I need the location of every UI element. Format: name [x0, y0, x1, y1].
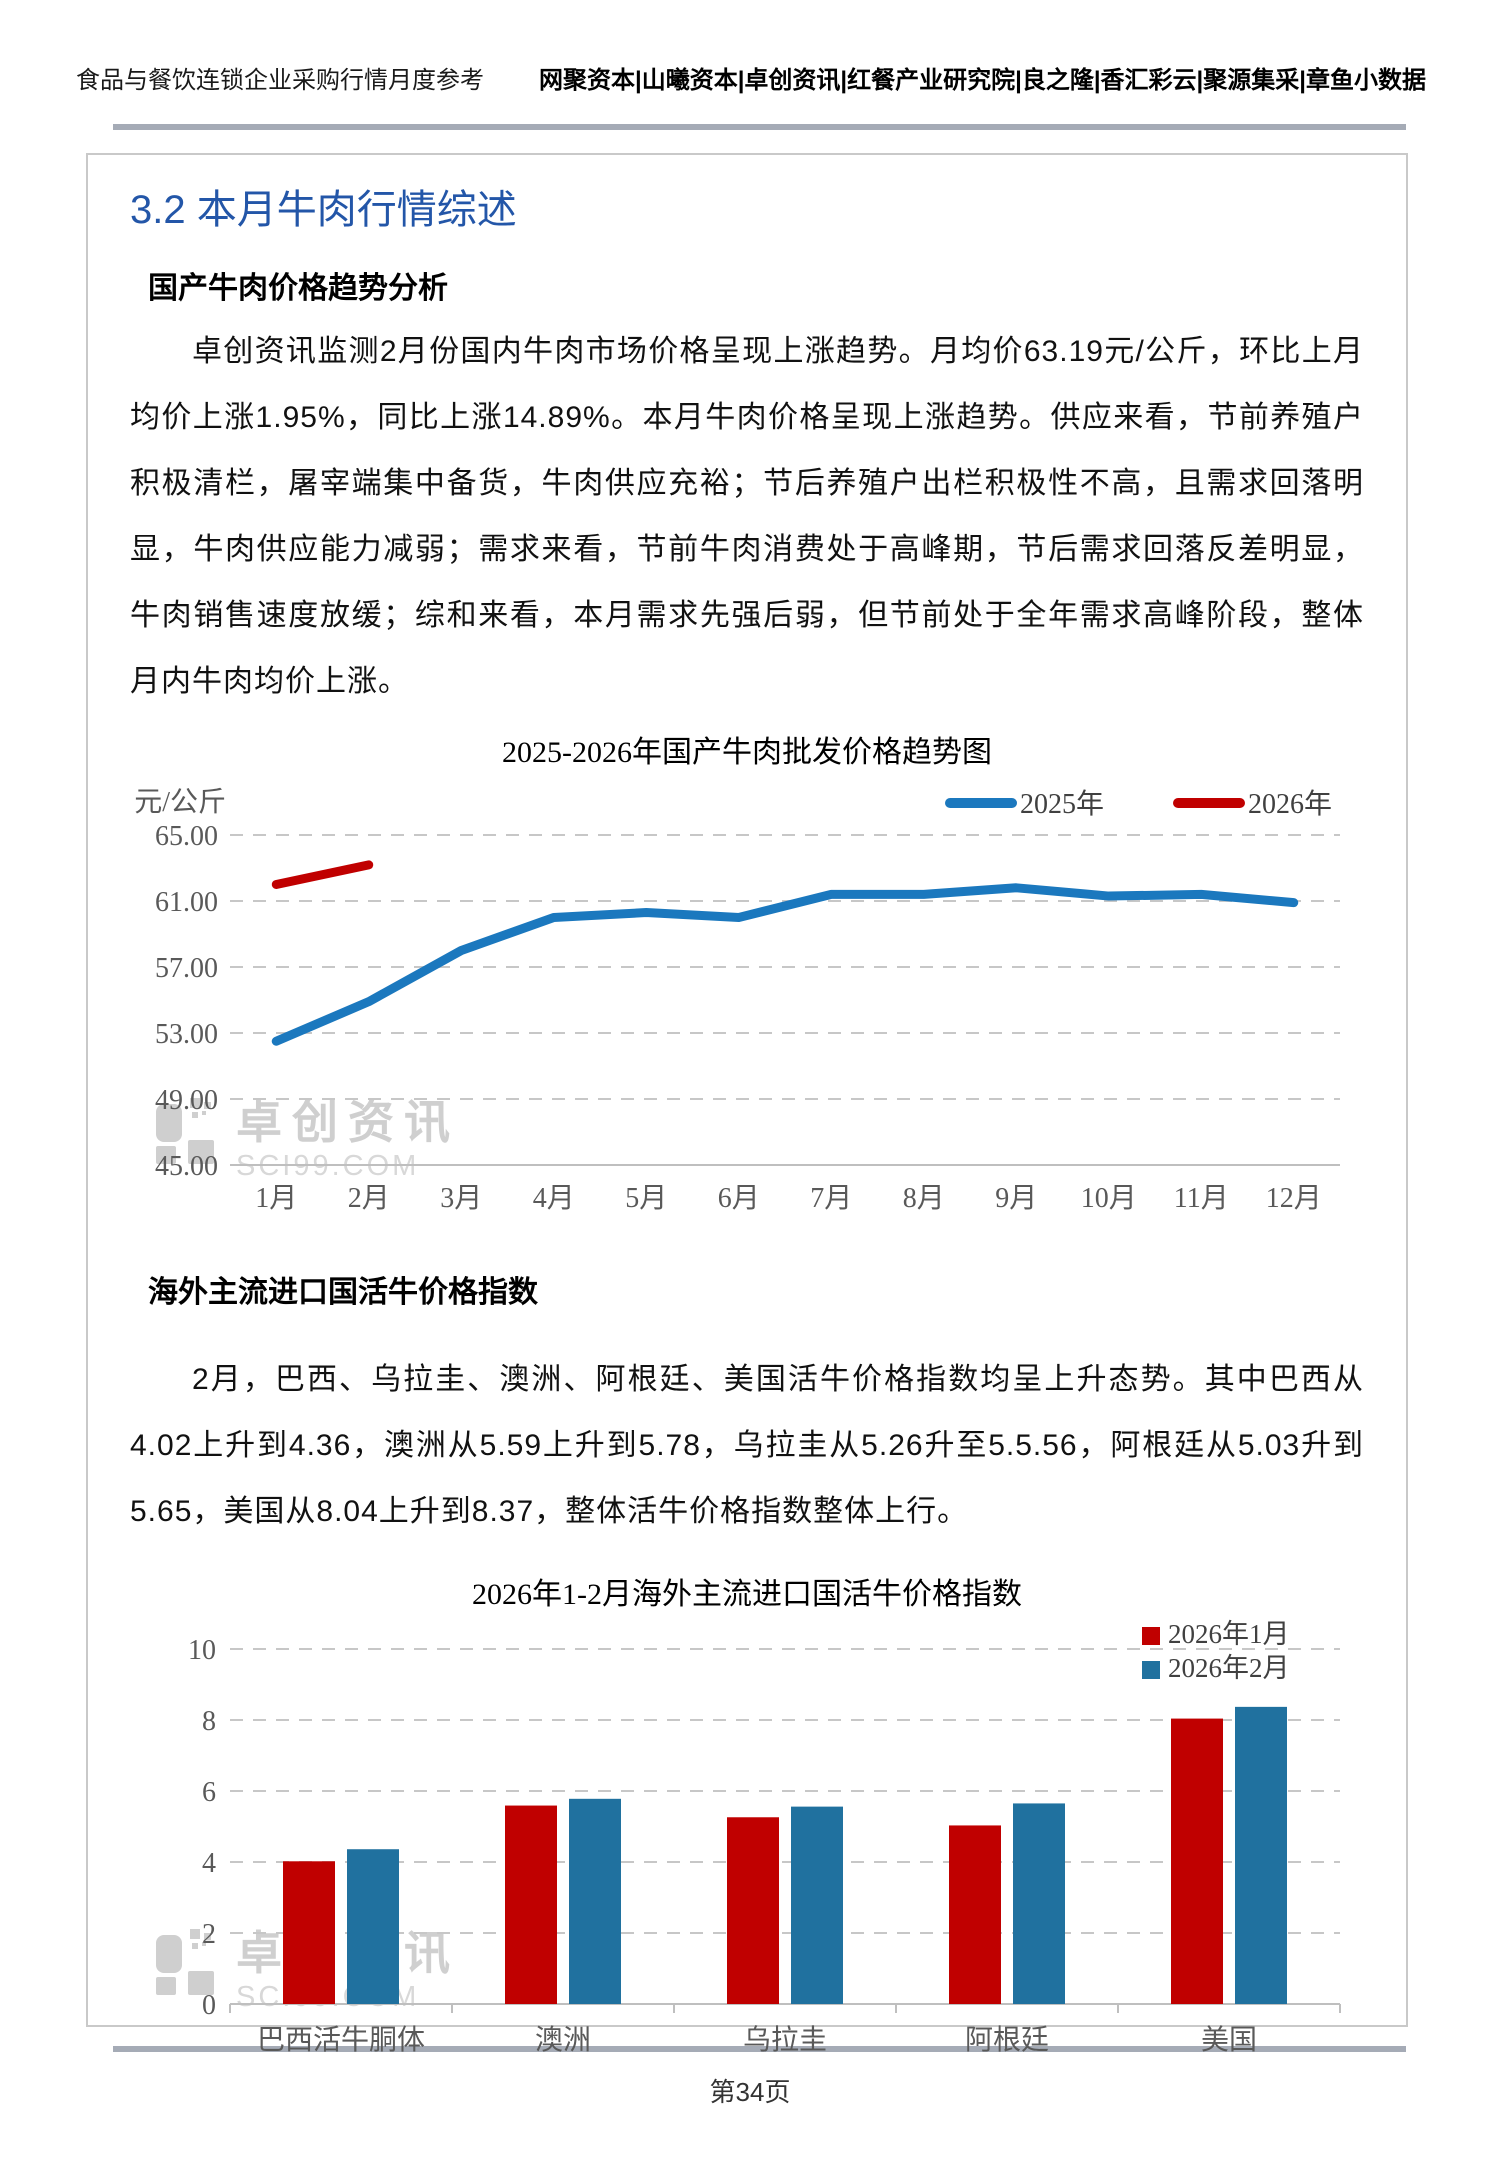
subsection-title-overseas: 海外主流进口国活牛价格指数	[148, 1276, 538, 1309]
bar-2026年2月-乌拉圭	[791, 1806, 843, 2004]
bar-chart-import-cattle: 卓创资讯 SCI99.COM 0 2 4 6 8 10 巴西活牛胴体 澳洲 乌拉圭 阿根廷 美国 20…	[130, 1619, 1364, 2074]
bar-chart-svg: 0 2 4 6 8 10 巴西活牛胴体 澳洲 乌拉圭 阿根廷 美国 2026年1月 2026年2月	[188, 1619, 1341, 2056]
x-tick-label: 8月	[903, 1183, 945, 1214]
x-tick-label: 4月	[533, 1183, 575, 1214]
x-tick-label: 2月	[348, 1183, 390, 1214]
paragraph-domestic-analysis: 卓创资讯监测2月份国内牛肉市场价格呈现上涨趋势。月均价63.19元/公斤，环比上…	[130, 335, 1364, 698]
subsection-title-domestic: 国产牛肉价格趋势分析	[148, 272, 448, 305]
x-tick-label: 5月	[625, 1183, 667, 1214]
section-title: 3.2 本月牛肉行情综述	[130, 188, 517, 232]
x-category-label: 美国	[1201, 2024, 1257, 2056]
header-right-brands: 网聚资本|山曦资本|卓创资讯|红餐产业研究院|良之隆|香汇彩云|聚源集采|章鱼小…	[538, 67, 1426, 94]
series-line-2025年	[271, 883, 1299, 1046]
line-chart-svg: 65.00 61.00 57.00 53.00 49.00 45.00 元/公斤 1月 2月 3月…	[134, 786, 1340, 1214]
y-tick-label: 6	[202, 1777, 216, 1808]
bar-2026年1月-巴西活牛胴体	[283, 1861, 335, 2004]
bar-2026年1月-阿根廷	[949, 1825, 1001, 2004]
x-tick-label: 1月	[255, 1183, 297, 1214]
y-tick-label: 61.00	[155, 887, 218, 918]
x-tick-label: 6月	[718, 1183, 760, 1214]
watermark-text: 卓创资讯 SCI99.COM	[236, 1929, 460, 2014]
watermark-name: 卓创资讯	[236, 1096, 460, 1148]
legend-square-swatch	[1142, 1627, 1160, 1645]
watermark-name: 卓创资讯	[236, 1929, 460, 1977]
header-divider	[113, 124, 1406, 130]
y-tick-label: 57.00	[155, 953, 218, 984]
y-tick-label: 0	[202, 1990, 216, 2021]
x-tick-label: 10月	[1081, 1183, 1137, 1214]
y-tick-label: 53.00	[155, 1019, 218, 1050]
bar-2026年1月-美国	[1171, 1718, 1223, 2004]
legend-label: 2026年	[1248, 788, 1332, 820]
header-left-title: 食品与餐饮连锁企业采购行情月度参考	[76, 67, 484, 94]
line-chart-domestic-beef: 卓创资讯 SCI99.COM 65.00 61.00 57.00 53.00 49.00…	[130, 777, 1364, 1225]
y-tick-label: 65.00	[155, 821, 218, 852]
y-axis-unit-label: 元/公斤	[134, 786, 226, 818]
paragraph-overseas-analysis: 2月，巴西、乌拉圭、澳洲、阿根廷、美国活牛价格指数均呈上升态势。其中巴西从4.0…	[130, 1363, 1364, 1528]
x-tick-label: 9月	[995, 1183, 1037, 1214]
x-category-label: 阿根廷	[965, 2024, 1049, 2056]
y-tick-label: 10	[188, 1635, 216, 1666]
bar-2026年2月-澳洲	[569, 1798, 621, 2004]
bar-2026年1月-澳洲	[505, 1805, 557, 2004]
legend-label: 2025年	[1020, 788, 1104, 820]
y-tick-label: 8	[202, 1706, 216, 1737]
x-tick-label: 11月	[1174, 1183, 1229, 1214]
x-category-label: 澳洲	[535, 2024, 591, 2056]
bar-2026年2月-阿根廷	[1013, 1803, 1065, 2004]
series-line-2026年	[271, 860, 374, 889]
footer-divider	[113, 2046, 1406, 2052]
y-tick-label: 2	[202, 1919, 216, 1950]
legend-label: 2026年1月	[1168, 1619, 1290, 1649]
bar-2026年2月-美国	[1235, 1706, 1287, 2004]
y-tick-label: 4	[202, 1848, 216, 1879]
x-tick-label: 7月	[810, 1183, 852, 1214]
sci99-watermark: 卓创资讯 SCI99.COM	[154, 1929, 460, 2014]
sci99-logo-icon	[156, 1929, 214, 1995]
page-number: 第34页	[709, 2077, 791, 2107]
legend-label: 2026年2月	[1168, 1653, 1290, 1683]
content-box: 3.2 本月牛肉行情综述 国产牛肉价格趋势分析 卓创资讯监测2月份国内牛肉市场价…	[86, 153, 1408, 2056]
x-category-label: 巴西活牛胴体	[257, 2024, 425, 2056]
legend-square-swatch	[1142, 1661, 1160, 1679]
y-tick-label: 45.00	[155, 1151, 218, 1182]
bar-chart-title: 2026年1-2月海外主流进口国活牛价格指数	[472, 1578, 1022, 1611]
bar-2026年2月-巴西活牛胴体	[347, 1849, 399, 2004]
y-tick-label: 49.00	[155, 1085, 218, 1116]
bar-2026年1月-乌拉圭	[727, 1817, 779, 2004]
x-category-label: 乌拉圭	[743, 2024, 827, 2056]
x-tick-label: 3月	[440, 1183, 482, 1214]
x-tick-label: 12月	[1266, 1183, 1322, 1214]
sci99-logo-icon	[156, 1098, 214, 1164]
line-chart-title: 2025-2026年国产牛肉批发价格趋势图	[502, 736, 992, 769]
